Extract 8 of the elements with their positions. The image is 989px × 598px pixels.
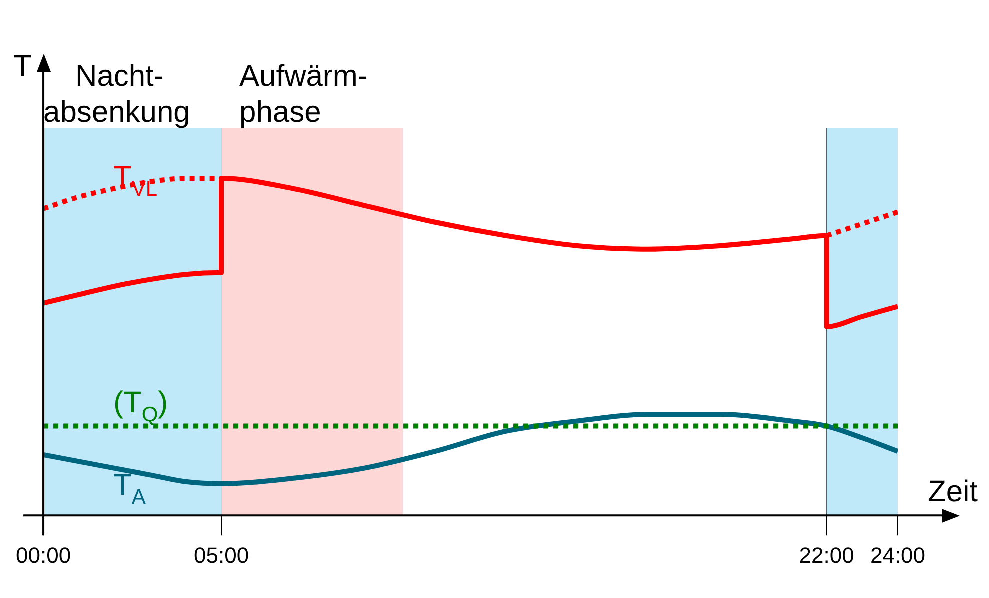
y-axis-title: T [14, 50, 32, 83]
x-tick-label: 05:00 [194, 542, 250, 568]
band-label: Nacht- absenkung [44, 60, 190, 129]
band-label: Aufwärm- phase [240, 60, 368, 129]
x-tick-label: 22:00 [799, 542, 854, 568]
x-tick-label: 00:00 [16, 542, 72, 568]
x-axis-title: Zeit [928, 476, 979, 509]
x-tick-label: 24:00 [870, 542, 926, 568]
